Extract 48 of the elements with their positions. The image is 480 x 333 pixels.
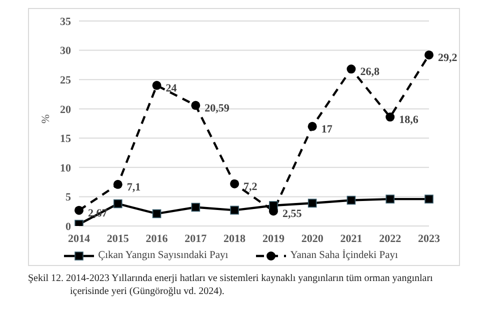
y-tick-label: 5 (66, 192, 72, 204)
data-label: 24 (166, 82, 178, 94)
point (230, 179, 240, 188)
point (308, 122, 317, 131)
point (346, 196, 356, 205)
data-label: 2,55 (282, 208, 302, 220)
x-tick-label: 2020 (301, 232, 324, 245)
point (424, 50, 434, 60)
y-tick-label: 0 (66, 220, 72, 233)
data-label: 29,2 (438, 52, 458, 64)
point (386, 112, 395, 122)
point (386, 194, 395, 204)
x-tick-label: 2018 (224, 232, 246, 245)
point (152, 209, 162, 218)
y-tick-label: 15 (60, 133, 72, 146)
data-label: 7,2 (244, 180, 258, 193)
x-tick-label: 2017 (184, 232, 208, 245)
y-tick-label: 30 (60, 45, 72, 58)
point (308, 198, 317, 208)
data-label: 7,1 (126, 181, 141, 194)
x-tick-label: 2021 (340, 232, 362, 245)
x-tick-label: 2016 (146, 232, 168, 245)
data-label: 20,59 (204, 102, 230, 114)
data-label: 26,8 (360, 66, 380, 78)
x-tick-label: 2014 (68, 232, 90, 245)
x-tick-label: 2023 (418, 232, 440, 245)
legend-label: Çıkan Yangın Sayısındaki Payı (97, 250, 228, 261)
point (191, 202, 200, 212)
point (113, 180, 122, 189)
data-label: 17 (321, 123, 333, 136)
legend-label: Yanan Saha İçindeki Payı (289, 250, 398, 261)
x-tick-label: 2022 (379, 232, 402, 245)
point (152, 80, 162, 90)
y-tick-label: 35 (60, 16, 72, 28)
y-tick-label: 25 (60, 74, 72, 86)
point (113, 199, 122, 208)
text: Şekil 12. 2014-2023 Yıllarında enerji hatları ve sistemleri kaynaklı yangınların tüm orman yangınları içerisinde yeri (Güngöroğlu vd. 2024). (28, 272, 434, 298)
point (74, 206, 84, 215)
point (424, 194, 434, 204)
data-label: 18,6 (399, 114, 419, 126)
point (191, 100, 200, 110)
x-tick-label: 2015 (106, 232, 130, 245)
x-tick-label: 2019 (262, 232, 285, 245)
y-tick-label: 20 (60, 104, 72, 116)
y-axis-title: % (40, 114, 52, 124)
point (230, 206, 239, 215)
point (346, 64, 356, 74)
y-tick-label: 10 (60, 162, 72, 174)
